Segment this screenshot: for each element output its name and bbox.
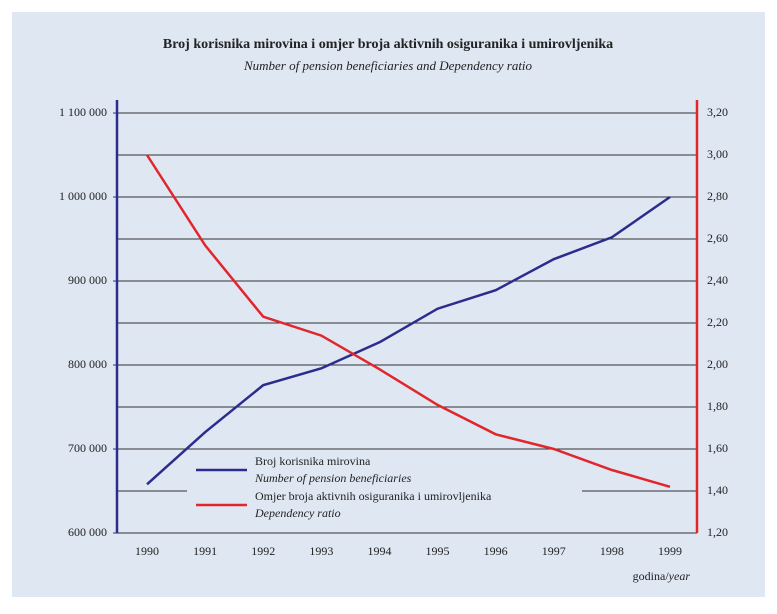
legend-label: Broj korisnika mirovina	[255, 454, 371, 468]
series-line	[145, 154, 671, 489]
y2-tick-label: 1,60	[707, 441, 728, 455]
y2-tick-label: 1,80	[707, 399, 728, 413]
y2-tick-label: 2,40	[707, 273, 728, 287]
x-tick-label: 1999	[658, 544, 682, 558]
legend-label: Omjer broja aktivnih osiguranika i umiro…	[255, 489, 492, 503]
chart-subtitle: Number of pension beneficiaries and Depe…	[243, 58, 533, 73]
x-tick-label: 1993	[309, 544, 333, 558]
y2-tick-label: 1,20	[707, 525, 728, 539]
y2-tick-label: 3,20	[707, 105, 728, 119]
x-tick-label: 1995	[426, 544, 450, 558]
y2-tick-label: 1,40	[707, 483, 728, 497]
y-tick-label: 900 000	[68, 273, 107, 287]
legend-label: Number of pension beneficiaries	[254, 471, 412, 485]
y-tick-label: 1 000 000	[59, 189, 107, 203]
y2-tick-label: 2,60	[707, 231, 728, 245]
y2-tick-label: 2,80	[707, 189, 728, 203]
y-tick-label: 600 000	[68, 525, 107, 539]
x-tick-label: 1994	[367, 544, 391, 558]
x-tick-label: 1996	[484, 544, 508, 558]
x-tick-label: 1992	[251, 544, 275, 558]
y2-tick-label: 3,00	[707, 147, 728, 161]
chart-title: Broj korisnika mirovina i omjer broja ak…	[163, 37, 613, 52]
legend-label: Dependency ratio	[254, 506, 341, 520]
y-tick-label: 800 000	[68, 357, 107, 371]
x-tick-label: 1998	[600, 544, 624, 558]
x-tick-label: 1990	[135, 544, 159, 558]
series-line	[146, 195, 671, 486]
x-label-part: godina/	[633, 569, 670, 583]
y-tick-label: 1 100 000	[59, 105, 107, 119]
y2-tick-label: 2,00	[707, 357, 728, 371]
x-label-part: year	[668, 569, 691, 583]
legend-bg	[187, 454, 582, 526]
y-tick-label: 700 000	[68, 441, 107, 455]
y2-tick-label: 2,20	[707, 315, 728, 329]
x-tick-label: 1991	[193, 544, 217, 558]
x-tick-label: 1997	[542, 544, 566, 558]
x-axis-label: godina/year	[633, 569, 691, 583]
